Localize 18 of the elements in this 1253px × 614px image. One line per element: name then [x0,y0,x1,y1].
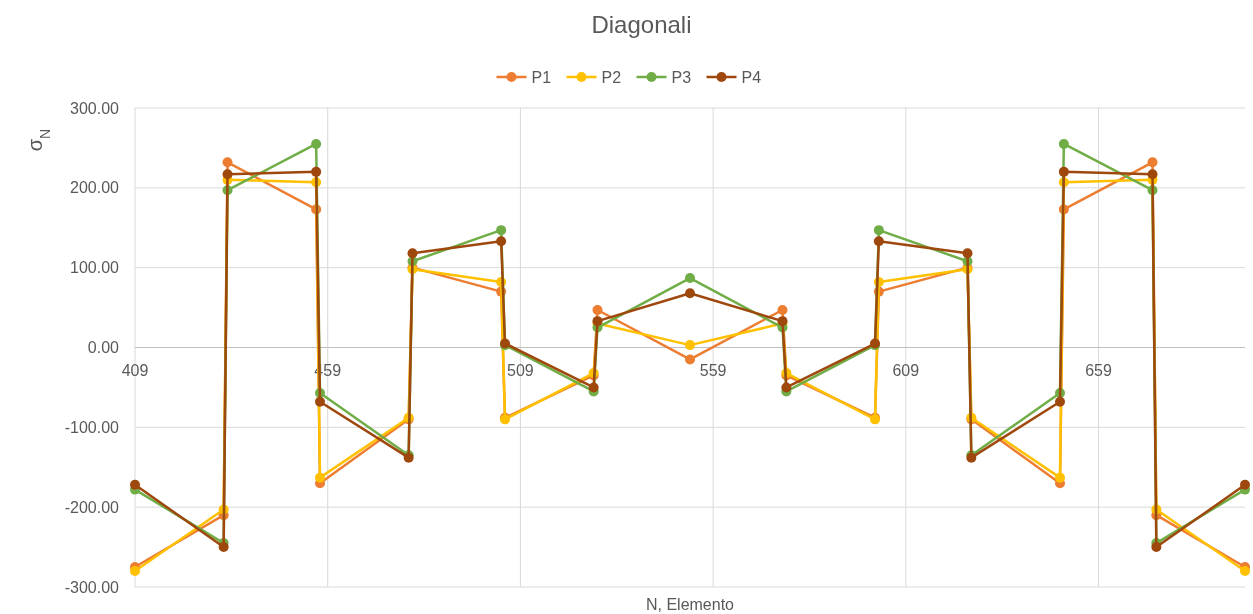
y-tick-label: 300.00 [70,99,120,117]
x-tick-label: 509 [507,361,534,379]
x-axis-title: N, Elemento [645,596,735,613]
y-tick-label: 100.00 [70,259,120,277]
x-tick-label: 559 [699,361,727,379]
y-tick-label: -200.00 [64,498,120,516]
y-tick-label: -100.00 [64,418,120,436]
chart-title: Diagonali [591,11,692,38]
legend-label: P4 [741,68,762,86]
x-tick-label: 609 [892,361,920,379]
legend-label: P3 [671,68,692,86]
legend-label: P1 [531,68,552,86]
y-tick-label: -300.00 [64,578,120,596]
y-tick-label: 200.00 [70,179,120,197]
x-tick-label: 409 [121,361,149,379]
x-tick-label: 659 [1085,361,1112,379]
legend-label: P2 [601,68,622,86]
y-tick-label: 0.00 [87,339,120,357]
